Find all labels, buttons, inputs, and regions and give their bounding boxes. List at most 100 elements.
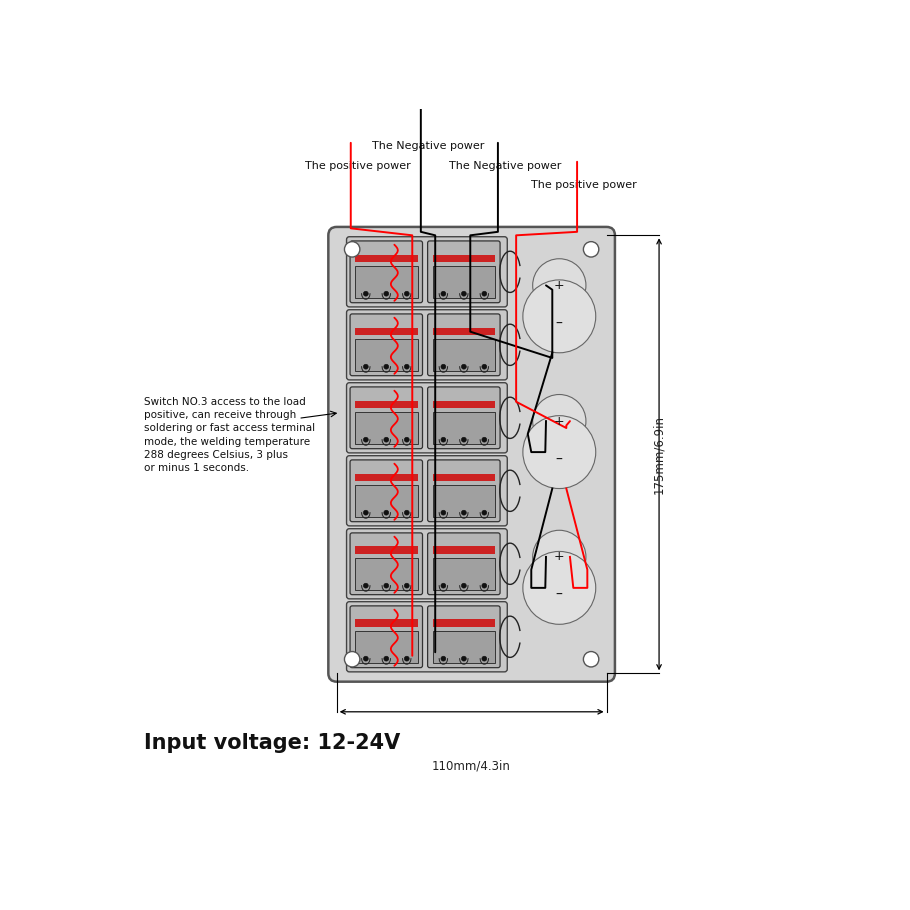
Circle shape — [404, 364, 410, 369]
Circle shape — [384, 511, 389, 515]
Circle shape — [404, 437, 410, 442]
Text: +: + — [554, 415, 564, 428]
Circle shape — [384, 437, 389, 442]
Circle shape — [384, 656, 389, 661]
Bar — [432, 473, 495, 481]
Bar — [355, 473, 418, 481]
Bar — [355, 620, 418, 627]
Circle shape — [404, 291, 410, 296]
Circle shape — [441, 364, 446, 369]
Bar — [432, 412, 495, 444]
Text: +: + — [554, 278, 564, 292]
Circle shape — [441, 511, 446, 515]
Text: The Negative power: The Negative power — [449, 161, 561, 171]
FancyBboxPatch shape — [347, 383, 507, 453]
Circle shape — [482, 656, 487, 661]
FancyBboxPatch shape — [350, 606, 422, 668]
Circle shape — [583, 242, 599, 257]
Bar — [355, 328, 418, 335]
FancyBboxPatch shape — [428, 314, 501, 376]
Bar — [432, 328, 495, 335]
Text: The Negative power: The Negative power — [371, 141, 484, 151]
Circle shape — [461, 364, 466, 369]
Text: The positive power: The positive power — [531, 180, 637, 190]
Circle shape — [404, 583, 410, 588]
Text: –: – — [556, 588, 562, 602]
Circle shape — [441, 291, 446, 296]
FancyBboxPatch shape — [347, 602, 507, 672]
FancyBboxPatch shape — [428, 606, 501, 668]
Circle shape — [363, 291, 369, 296]
Bar — [432, 485, 495, 517]
Circle shape — [384, 291, 389, 296]
Bar — [432, 620, 495, 627]
Circle shape — [461, 656, 466, 661]
Circle shape — [461, 291, 466, 296]
Circle shape — [345, 242, 359, 257]
Circle shape — [461, 511, 466, 515]
Text: The positive power: The positive power — [305, 161, 410, 171]
FancyBboxPatch shape — [350, 241, 422, 303]
Bar — [432, 339, 495, 370]
FancyBboxPatch shape — [350, 387, 422, 449]
Circle shape — [482, 364, 487, 369]
Bar — [432, 547, 495, 554]
Text: +: + — [554, 551, 564, 563]
FancyBboxPatch shape — [350, 533, 422, 594]
Circle shape — [461, 583, 466, 588]
Circle shape — [363, 437, 369, 442]
Bar — [355, 339, 418, 370]
Circle shape — [345, 652, 359, 667]
FancyBboxPatch shape — [347, 237, 507, 307]
FancyBboxPatch shape — [428, 387, 501, 449]
FancyBboxPatch shape — [347, 309, 507, 379]
Circle shape — [404, 511, 410, 515]
Bar — [355, 485, 418, 517]
FancyBboxPatch shape — [350, 314, 422, 376]
Text: –: – — [556, 452, 562, 467]
Circle shape — [384, 583, 389, 588]
Circle shape — [482, 583, 487, 588]
Circle shape — [363, 511, 369, 515]
Text: 110mm/4.3in: 110mm/4.3in — [432, 760, 511, 773]
Text: Switch NO.3 access to the load
positive, can receive through
soldering or fast a: Switch NO.3 access to the load positive,… — [144, 397, 315, 473]
Circle shape — [482, 291, 487, 296]
Bar — [355, 266, 418, 298]
Circle shape — [482, 437, 487, 442]
Circle shape — [523, 416, 596, 489]
FancyBboxPatch shape — [428, 460, 501, 521]
Text: –: – — [556, 317, 562, 330]
Text: Input voltage: 12-24V: Input voltage: 12-24V — [144, 733, 400, 753]
FancyBboxPatch shape — [329, 227, 615, 682]
Bar — [355, 412, 418, 444]
Bar — [432, 266, 495, 298]
Bar — [355, 400, 418, 409]
Circle shape — [461, 437, 466, 442]
FancyBboxPatch shape — [347, 529, 507, 599]
FancyBboxPatch shape — [347, 456, 507, 526]
FancyBboxPatch shape — [350, 460, 422, 521]
Circle shape — [523, 551, 596, 624]
Bar — [432, 255, 495, 262]
Circle shape — [363, 364, 369, 369]
Bar — [355, 255, 418, 262]
FancyBboxPatch shape — [428, 533, 501, 594]
Circle shape — [441, 583, 446, 588]
Circle shape — [384, 364, 389, 369]
Bar — [355, 558, 418, 590]
Circle shape — [482, 511, 487, 515]
Circle shape — [441, 437, 446, 442]
Circle shape — [363, 656, 369, 661]
FancyBboxPatch shape — [428, 241, 501, 303]
Circle shape — [441, 656, 446, 661]
Circle shape — [363, 583, 369, 588]
Bar — [355, 632, 418, 662]
Bar — [432, 632, 495, 662]
Bar — [432, 558, 495, 590]
Circle shape — [523, 280, 596, 353]
Circle shape — [404, 656, 410, 661]
Bar — [355, 547, 418, 554]
Circle shape — [532, 531, 586, 583]
Text: 175mm/6.9in: 175mm/6.9in — [652, 415, 665, 494]
Circle shape — [583, 652, 599, 667]
